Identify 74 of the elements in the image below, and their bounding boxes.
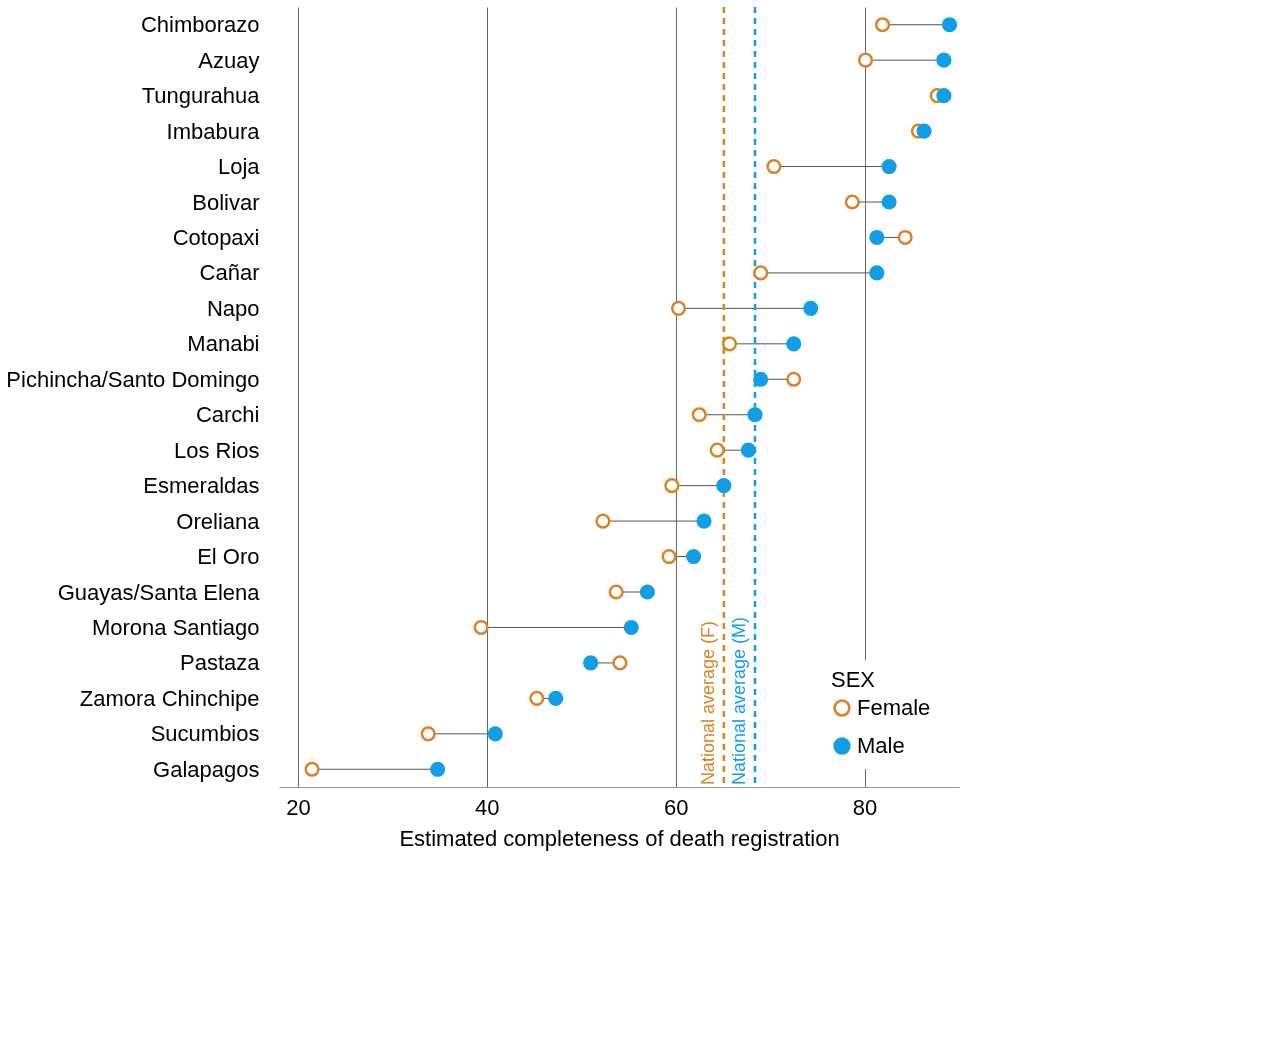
y-tick-label: Pichincha/Santo Domingo — [6, 366, 260, 392]
point — [608, 584, 624, 600]
x-tick-label: 40 — [475, 794, 500, 820]
y-tick-label: Morona Santiago — [91, 614, 260, 640]
y-tick-label: Chimborazo — [140, 12, 260, 38]
point — [869, 229, 885, 246]
point — [786, 336, 802, 352]
point — [709, 442, 725, 458]
point — [786, 371, 802, 387]
point — [740, 442, 756, 458]
point — [595, 513, 611, 529]
point — [803, 300, 819, 316]
point — [670, 300, 687, 316]
y-tick-label: Azuay — [198, 47, 260, 73]
point — [487, 726, 503, 742]
y-tick-label: Cañar — [199, 260, 260, 286]
y-tick-label: Guayas/Santa Elena — [57, 579, 261, 605]
point — [664, 478, 680, 494]
point — [696, 513, 712, 529]
point — [881, 194, 897, 210]
x-axis-title: Estimated completeness of death registration — [399, 825, 840, 851]
point — [874, 17, 891, 33]
point — [721, 336, 738, 352]
point — [716, 478, 732, 494]
point — [529, 690, 545, 706]
point — [420, 726, 436, 742]
y-tick-label: Bolivar — [192, 189, 260, 215]
x-tick-label: 80 — [852, 794, 878, 820]
y-tick-label: Esmeraldas — [143, 473, 260, 499]
point — [639, 584, 655, 600]
point — [936, 52, 952, 68]
y-tick-label: Oreliana — [176, 508, 261, 534]
point — [857, 52, 874, 68]
legend-title: SEX — [831, 667, 876, 692]
ref-line-label: National average (M) — [729, 616, 749, 785]
point — [686, 548, 702, 565]
point — [753, 371, 769, 387]
x-tick-label: 20 — [286, 794, 311, 820]
x-tick-label: 60 — [663, 794, 689, 820]
point — [753, 265, 769, 281]
point — [304, 761, 320, 777]
point — [936, 88, 952, 104]
point — [623, 619, 639, 636]
y-tick-label: Napo — [206, 295, 260, 321]
point — [897, 229, 913, 246]
point — [747, 407, 763, 423]
point — [661, 548, 677, 565]
point — [583, 655, 599, 671]
point — [430, 761, 446, 777]
point — [691, 407, 707, 423]
y-tick-label: Cotopaxi — [172, 224, 260, 250]
y-tick-label: El Oro — [197, 544, 260, 570]
y-tick-label: Galapagos — [153, 756, 260, 782]
y-tick-label: Imbabura — [166, 118, 261, 144]
point — [473, 619, 489, 636]
y-tick-label: Sucumbios — [150, 721, 260, 747]
point — [869, 265, 885, 281]
y-tick-label: Loja — [217, 154, 261, 180]
point — [941, 17, 958, 33]
point — [844, 194, 860, 210]
y-tick-label: Tungurahua — [141, 83, 261, 109]
y-tick-label: Los Rios — [173, 437, 260, 463]
legend-label: Female — [857, 695, 931, 720]
point — [612, 655, 628, 671]
y-tick-label: Pastaza — [180, 650, 261, 676]
y-tick-label: Carchi — [195, 402, 260, 428]
point — [548, 690, 564, 706]
ref-line-label: National average (F) — [697, 620, 718, 785]
y-tick-label: Manabi — [187, 331, 260, 357]
y-tick-label: Zamora Chinchipe — [79, 685, 260, 711]
legend-label: Male — [857, 733, 905, 758]
point — [881, 158, 897, 175]
point — [766, 158, 782, 175]
point — [916, 123, 932, 139]
